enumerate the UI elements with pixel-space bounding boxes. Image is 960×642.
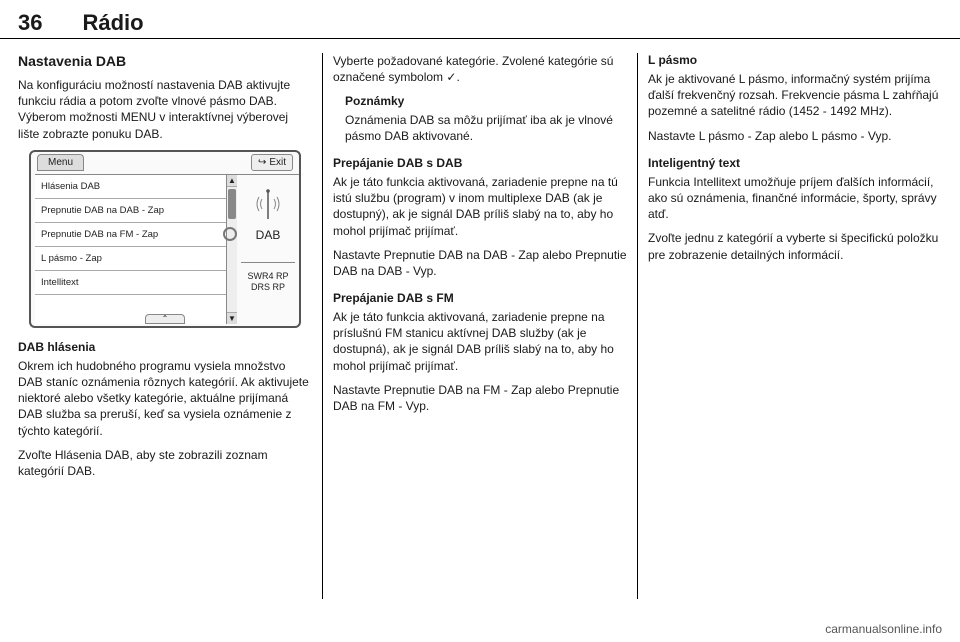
right-panel: DAB SWR4 RP DRS RP: [237, 174, 299, 324]
intellitext-body: Funkcia Intellitext umožňuje príjem ďalš…: [648, 174, 942, 223]
page-number: 36: [18, 10, 42, 36]
list-item: Intellitext: [35, 271, 226, 295]
dab-fm-body: Ak je táto funkcia aktivovaná, zariadeni…: [333, 309, 627, 374]
dab-dab-body: Ak je táto funkcia aktivovaná, zariadeni…: [333, 174, 627, 239]
exit-label: Exit: [269, 157, 286, 168]
dab-dab-setting: Nastavte Prepnutie DAB na DAB - Zap aleb…: [333, 247, 627, 279]
exit-button: Exit: [251, 154, 293, 171]
content-columns: Nastavenia DAB Na konfiguráciu možností …: [0, 39, 960, 599]
dab-settings-heading: Nastavenia DAB: [18, 53, 312, 69]
column-3: L pásmo Ak je aktivované L pásmo, inform…: [637, 53, 942, 599]
dab-fm-setting: Nastavte Prepnutie DAB na FM - Zap alebo…: [333, 382, 627, 414]
note-title: Poznámky: [345, 93, 627, 109]
column-1: Nastavenia DAB Na konfiguráciu možností …: [18, 53, 322, 599]
list-item: Prepnutie DAB na DAB - Zap: [35, 199, 226, 223]
dab-dab-heading: Prepájanie DAB s DAB: [333, 156, 627, 170]
lband-setting: Nastavte L pásmo - Zap alebo L pásmo - V…: [648, 128, 942, 144]
menu-tab: Menu: [37, 154, 84, 171]
station-line2: DRS RP: [241, 282, 295, 294]
scroll-thumb: [228, 189, 236, 219]
dab-announcements-heading: DAB hlásenia: [18, 340, 312, 354]
selector-ring-icon: [223, 227, 237, 241]
note-body: Oznámenia DAB sa môžu prijímať iba ak je…: [345, 112, 627, 144]
dab-announcements-select: Zvoľte Hlásenia DAB, aby ste zobrazili z…: [18, 447, 312, 479]
lband-body: Ak je aktivované L pásmo, informačný sys…: [648, 71, 942, 120]
list-item: Prepnutie DAB na FM - Zap: [35, 223, 226, 247]
dab-fm-heading: Prepájanie DAB s FM: [333, 291, 627, 305]
screen-topbar: Menu Exit: [31, 152, 299, 174]
column-2: Vyberte požadované kategórie. Zvolené ka…: [322, 53, 637, 599]
list-item: Hlásenia DAB: [35, 175, 226, 199]
scroll-up-icon: ▲: [227, 175, 237, 187]
intellitext-setting: Zvoľte jednu z kategórií a vyberte si šp…: [648, 230, 942, 262]
station-info: SWR4 RP DRS RP: [241, 262, 295, 294]
menu-list: Hlásenia DAB Prepnutie DAB na DAB - Zap …: [35, 174, 227, 324]
station-line1: SWR4 RP: [241, 271, 295, 283]
page-header: 36 Rádio: [0, 0, 960, 39]
list-item: L pásmo - Zap: [35, 247, 226, 271]
lband-heading: L pásmo: [648, 53, 942, 67]
page-title: Rádio: [82, 10, 143, 36]
antenna-icon: [251, 189, 285, 219]
scroll-down-icon: ▼: [227, 312, 237, 324]
dab-intro-text: Na konfiguráciu možností nastavenia DAB …: [18, 77, 312, 142]
dab-announcements-text: Okrem ich hudobného programu vysiela mno…: [18, 358, 312, 439]
dab-label: DAB: [241, 228, 295, 242]
screen-body: Hlásenia DAB Prepnutie DAB na DAB - Zap …: [31, 174, 299, 324]
bottom-caret-icon: ⌃: [145, 314, 185, 324]
intellitext-heading: Inteligentný text: [648, 156, 942, 170]
select-categories-text: Vyberte požadované kategórie. Zvolené ka…: [333, 53, 627, 85]
infotainment-screenshot: Menu Exit Hlásenia DAB Prepnutie DAB na …: [29, 150, 301, 328]
scrollbar: ▲ ▼: [227, 174, 237, 324]
footer-url: carmanualsonline.info: [825, 622, 942, 636]
note-block: Poznámky Oznámenia DAB sa môžu prijímať …: [345, 93, 627, 144]
